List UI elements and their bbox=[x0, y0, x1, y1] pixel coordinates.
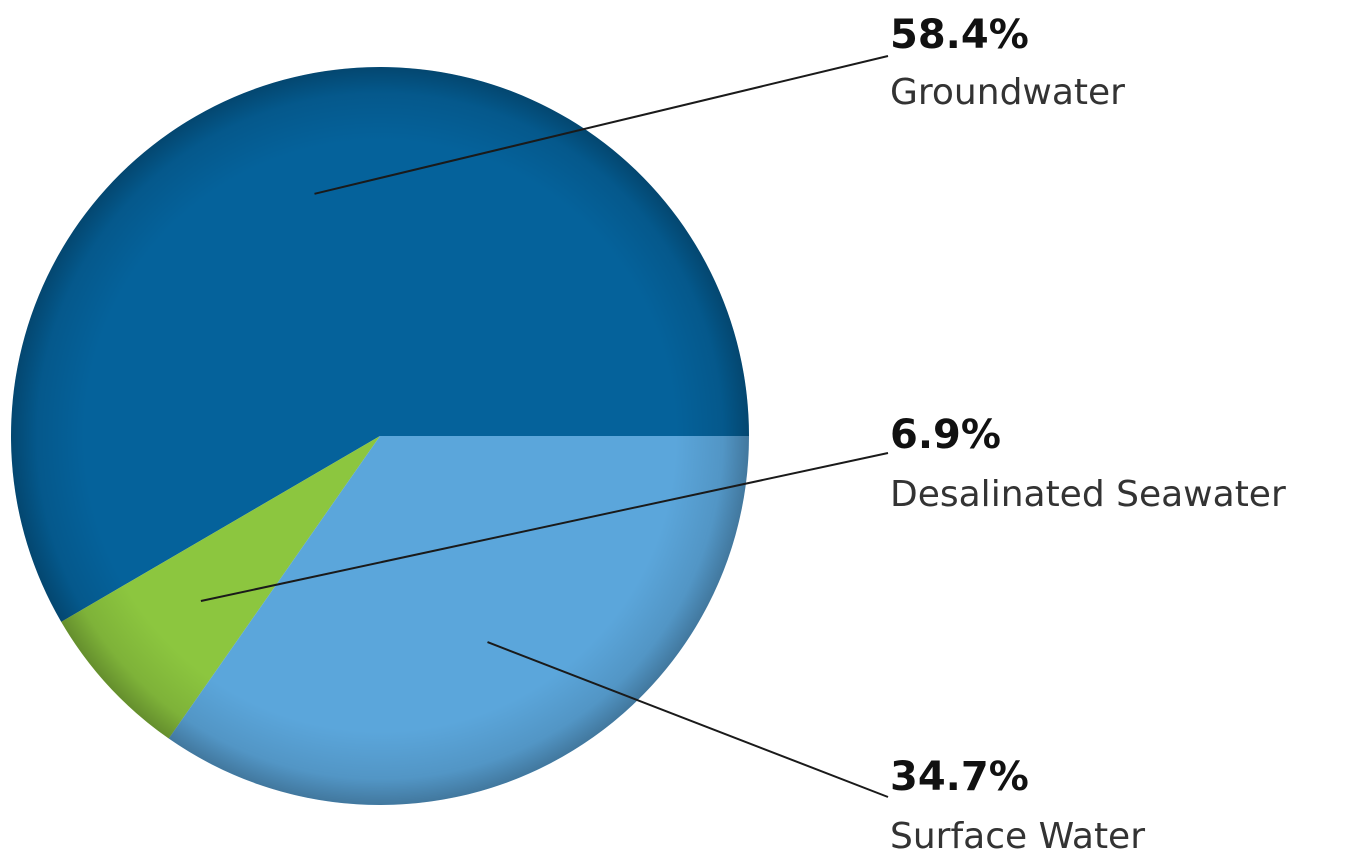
slice-name-label-surface-water: Surface Water bbox=[890, 816, 1145, 855]
slice-value-label-surface-water: 34.7% bbox=[890, 754, 1029, 800]
leader-line-groundwater bbox=[314, 55, 889, 195]
leader-line-surface-water bbox=[487, 641, 889, 798]
slice-value-label-groundwater: 58.4% bbox=[890, 12, 1029, 58]
leader-line-desalinated-seawater bbox=[200, 452, 889, 602]
slice-labels: 58.4% Groundwater 6.9% Desalinated Seawater… bbox=[890, 12, 1286, 855]
slice-name-label-desalinated-seawater: Desalinated Seawater bbox=[890, 474, 1286, 515]
slice-name-label-groundwater: Groundwater bbox=[890, 72, 1125, 113]
leader-lines bbox=[200, 55, 889, 798]
slice-value-label-desalinated-seawater: 6.9% bbox=[890, 412, 1001, 458]
